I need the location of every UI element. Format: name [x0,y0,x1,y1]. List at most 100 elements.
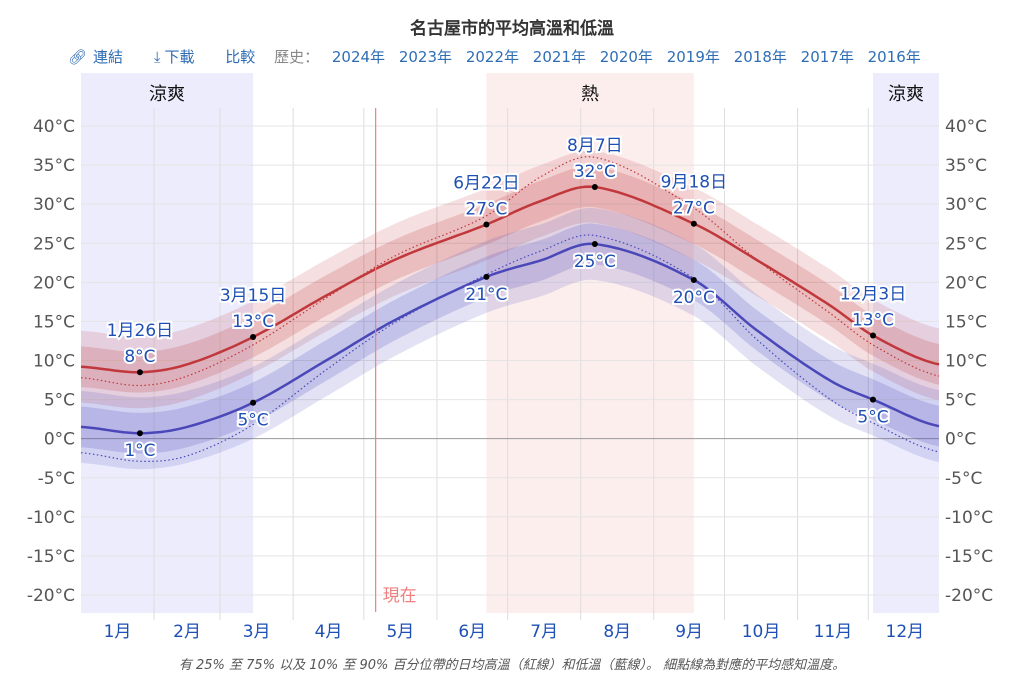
annotation-high: 27°C [465,199,507,219]
y-tick-label-left: 10°C [33,352,75,372]
low-point-marker [250,399,257,406]
annotation-high: 8°C [124,347,155,367]
toolbar: 🔗︎ 連結 ⤓ 下載 比較 歷史： 2024年 2023年 2022年 2021年 … [68,46,930,67]
season-band [486,73,694,613]
season-label: 熱 [581,84,599,105]
download-button[interactable]: ⤓ 下載 [154,48,195,66]
year-link[interactable]: 2021年 [532,48,586,66]
annotation-date: 1月26日 [107,321,173,341]
high-point-marker [483,221,490,228]
history-label: 歷史： [274,48,320,66]
year-link[interactable]: 2018年 [733,48,787,66]
season-label: 涼爽 [149,84,185,105]
y-tick-label-right: -10°C [945,508,993,528]
season-band [873,73,939,613]
average-high-line [80,185,940,374]
y-tick-label-left: -15°C [27,547,75,567]
annotation-high: 13°C [852,310,894,330]
y-tick-label-left: 40°C [33,117,75,137]
annotation-date: 9月18日 [661,173,727,193]
y-tick-label-left: -5°C [38,469,75,489]
month-tick-label: 11月 [814,622,853,642]
annotation-high: 13°C [232,312,274,332]
y-tick-label-left: 35°C [33,156,75,176]
low-band-10-90 [81,207,939,470]
link-icon: 🔗︎ [68,48,88,66]
low-point-marker [591,241,598,248]
month-tick-label: 4月 [315,622,343,642]
high-band-25-75 [81,166,939,393]
y-tick-label-right: 30°C [945,195,987,215]
link-button[interactable]: 🔗︎ 連結 [68,48,123,66]
y-tick-label-left: -10°C [27,508,75,528]
annotation-date: 8月7日 [567,136,623,156]
year-link[interactable]: 2016年 [867,48,921,66]
annotation-low: 25°C [574,252,616,272]
average-low-line [80,242,940,435]
month-tick-label: 3月 [243,622,271,642]
month-tick-label: 1月 [104,622,132,642]
month-tick-label: 2月 [173,622,201,642]
high-point-marker [591,183,598,190]
high-point-marker [250,334,257,341]
month-tick-label: 7月 [530,622,558,642]
season-label: 涼爽 [888,84,924,105]
y-tick-label-right: -5°C [945,469,982,489]
y-tick-label-right: 40°C [945,117,987,137]
y-tick-label-right: 5°C [945,391,976,411]
feels-like-high-line [80,156,940,387]
low-band-25-75 [81,223,939,454]
year-link[interactable]: 2020年 [599,48,653,66]
y-tick-label-right: 15°C [945,312,987,332]
month-tick-label: 5月 [386,622,414,642]
high-point-marker [870,332,876,339]
y-tick-label-left: 5°C [44,391,75,411]
y-tick-label-left: 20°C [33,273,75,293]
download-label: 下載 [164,48,195,66]
year-link[interactable]: 2022年 [465,48,519,66]
month-tick-label: 12月 [886,622,925,642]
feels-like-low-line [80,234,940,462]
low-point-marker [136,430,143,437]
month-tick-label: 6月 [458,622,486,642]
annotation-high: 27°C [673,199,715,219]
chart-caption: 有 25% 至 75% 以及 10% 至 90% 百分位帶的日均高溫（紅線）和低… [178,658,846,673]
annotation-low: 21°C [465,285,507,305]
annotation-low: 20°C [673,288,715,308]
download-icon: ⤓ [153,48,161,66]
low-point-marker [483,273,490,280]
y-tick-label-right: -15°C [945,547,993,567]
year-link[interactable]: 2023年 [398,48,453,66]
month-tick-label: 8月 [603,622,631,642]
annotation-date: 3月15日 [220,286,286,306]
link-label: 連結 [93,48,124,66]
y-tick-label-right: 20°C [945,273,987,293]
month-tick-label: 9月 [675,622,703,642]
low-point-marker [690,276,697,283]
year-link[interactable]: 2024年 [331,48,386,66]
y-tick-label-right: -20°C [945,586,993,606]
compare-button[interactable]: 比較 [225,48,256,66]
month-tick-label: 10月 [742,622,781,642]
chart-title: 名古屋市的平均高溫和低溫 [410,19,614,39]
high-point-marker [136,369,143,376]
year-link[interactable]: 2019年 [666,48,720,66]
high-band-10-90 [81,150,939,409]
y-tick-label-left: 0°C [44,430,75,450]
annotation-low: 5°C [857,408,888,428]
year-link[interactable]: 2017年 [800,48,854,66]
annotation-low: 5°C [237,411,268,431]
season-band [81,73,254,613]
y-tick-label-right: 0°C [945,430,976,450]
today-label: 現在 [383,586,417,606]
y-tick-label-left: 25°C [33,234,75,254]
low-point-marker [870,396,876,403]
y-tick-label-left: -20°C [27,586,75,606]
high-point-marker [690,220,697,227]
annotation-low: 1°C [124,441,155,461]
y-tick-label-right: 35°C [945,156,987,176]
annotation-date: 12月3日 [840,284,906,304]
annotation-high: 32°C [574,162,616,182]
y-tick-label-right: 10°C [945,352,987,372]
